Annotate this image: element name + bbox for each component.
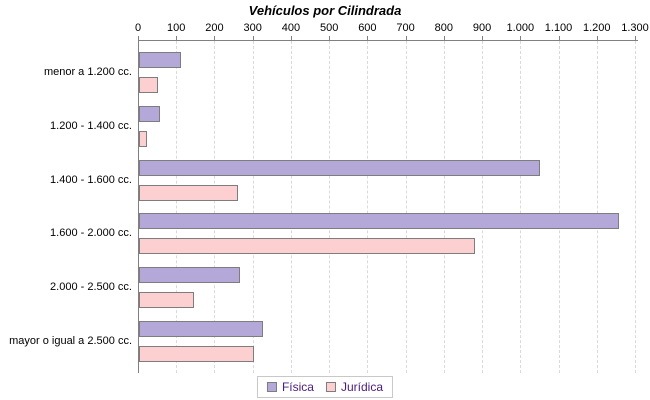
category-label: 2.000 - 2.500 cc. [50, 281, 132, 294]
x-axis-tick-label: 300 [243, 22, 262, 34]
x-axis-tick [367, 36, 369, 40]
gridline [176, 41, 178, 373]
x-axis-tick [329, 36, 331, 40]
x-axis-tick-label: 600 [358, 22, 377, 34]
x-axis-tick [635, 36, 636, 40]
category-label: 1.600 - 2.000 cc. [50, 227, 132, 240]
bar-juridica [139, 238, 475, 255]
gridline [252, 41, 254, 373]
x-axis-tick [482, 36, 484, 40]
bar-fisica [139, 105, 160, 122]
bar-juridica [139, 346, 254, 362]
category-label: menor a 1.200 cc. [43, 66, 132, 78]
category-label: 1.400 - 1.600 cc. [50, 173, 132, 186]
gridline [367, 41, 369, 373]
bar-fisica [139, 213, 619, 230]
gridline [214, 41, 216, 373]
gridline [520, 41, 522, 373]
x-axis-tick-label: 200 [205, 22, 224, 34]
bar-fisica [139, 321, 263, 337]
bar-juridica [139, 77, 158, 93]
gridline [635, 41, 636, 373]
gridline [405, 41, 407, 373]
x-axis-tick-label: 700 [396, 22, 415, 34]
fisica-swatch-icon [266, 382, 277, 392]
gridline [443, 41, 445, 373]
x-axis-tick [520, 36, 522, 40]
x-axis-tick-label: 1.100 [544, 22, 573, 34]
x-axis-tick [443, 36, 445, 40]
x-axis-tick-label: 1.200 [583, 22, 611, 34]
x-axis-tick-label: 1.000 [506, 22, 535, 34]
category-label: 1.200 - 1.400 cc. [50, 119, 132, 132]
x-axis-tick [405, 36, 407, 40]
legend-entry-juridica: Jurídica [325, 380, 384, 394]
category-label: mayor o igual a 2.500 cc. [9, 335, 132, 347]
x-axis-tick [558, 36, 560, 40]
gridline [329, 41, 331, 373]
gridline [290, 41, 292, 373]
gridline [596, 41, 598, 373]
x-axis-tick-label: 900 [472, 22, 492, 34]
bar-fisica [139, 159, 540, 176]
x-axis-tick-label: 800 [434, 22, 454, 34]
juridica-swatch-icon [325, 382, 336, 392]
legend-label-juridica: Jurídica [340, 380, 384, 394]
x-axis-tick [176, 36, 178, 40]
bar-juridica [139, 292, 194, 309]
x-axis-tick-label: 1.300 [621, 22, 649, 34]
x-axis-tick [290, 36, 292, 40]
bar-fisica [139, 52, 181, 68]
gridline [482, 41, 484, 373]
x-axis-tick-label: 500 [319, 22, 339, 34]
x-axis-tick [596, 36, 598, 40]
bar-fisica [139, 267, 240, 284]
x-axis-tick-label: 400 [281, 22, 301, 34]
x-axis-tick-label: 0 [134, 22, 142, 34]
x-axis-line [138, 40, 638, 41]
x-axis-tick-label: 100 [167, 22, 186, 34]
x-axis-tick [252, 36, 254, 40]
legend-entry-fisica: Física [266, 380, 314, 394]
y-axis-line [138, 40, 139, 373]
bar-juridica [139, 130, 147, 147]
x-axis-tick [214, 36, 216, 40]
chart-title: Vehículos por Cilindrada [248, 3, 402, 18]
gridline [558, 41, 560, 373]
legend-label-fisica: Física [281, 380, 314, 394]
x-axis-tick [138, 36, 139, 40]
legend: Física Jurídica [256, 376, 394, 398]
bar-juridica [139, 184, 238, 201]
